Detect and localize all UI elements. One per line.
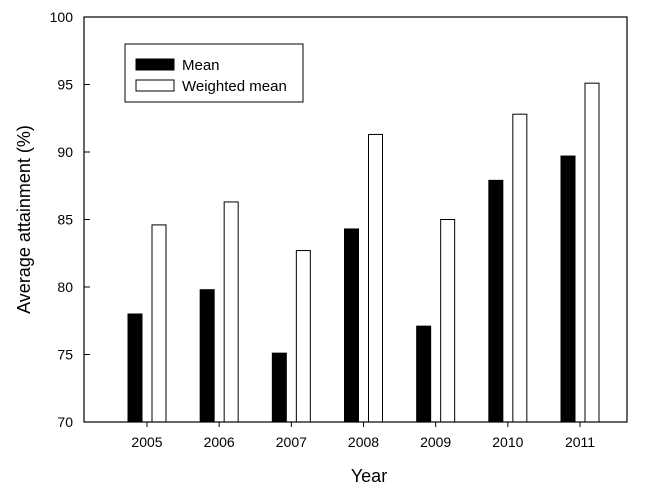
x-tick-label-2011: 2011 (565, 434, 595, 450)
bar-weighted-mean-2011 (584, 82, 600, 423)
legend-swatch-mean (135, 58, 175, 71)
x-tick-label-2010: 2010 (492, 434, 523, 450)
legend: Mean Weighted mean (124, 43, 304, 103)
x-ticks: 2005 2006 2007 2008 2009 2010 2011 (131, 422, 595, 450)
x-tick-label-2006: 2006 (204, 434, 235, 450)
y-tick-label-85: 85 (57, 212, 73, 228)
x-tick-label-2009: 2009 (420, 434, 451, 450)
bar-mean-2009 (416, 325, 432, 423)
y-axis-title: Average attainment (%) (14, 125, 34, 314)
x-tick-label-2005: 2005 (131, 434, 162, 450)
bar-weighted-mean-2006 (223, 201, 239, 423)
y-tick-label-90: 90 (57, 144, 73, 160)
bar-mean-2011 (560, 155, 576, 423)
bar-weighted-mean-2008 (368, 133, 383, 423)
x-axis-title: Year (351, 466, 387, 486)
bar-mean-2010 (488, 179, 504, 423)
x-tick-label-2007: 2007 (276, 434, 307, 450)
legend-label-mean: Mean (182, 57, 220, 74)
x-tick-label-2008: 2008 (348, 434, 379, 450)
y-tick-label-70: 70 (57, 414, 73, 430)
y-ticks: 70 75 80 85 90 95 100 (50, 9, 90, 430)
bar-mean-2005 (127, 313, 143, 423)
legend-swatch-weighted-mean (135, 79, 175, 92)
bar-weighted-mean-2007 (295, 250, 311, 423)
y-tick-label-95: 95 (57, 77, 73, 93)
y-tick-label-80: 80 (57, 279, 73, 295)
bar-weighted-mean-2010 (512, 113, 528, 423)
bar-weighted-mean-2009 (440, 219, 456, 423)
legend-box (124, 43, 304, 103)
bar-weighted-mean-2005 (151, 224, 167, 423)
bar-mean-2007 (271, 352, 287, 423)
bars-layer (127, 82, 600, 423)
y-tick-label-75: 75 (57, 347, 73, 363)
bar-mean-2006 (199, 289, 215, 423)
legend-label-weighted-mean: Weighted mean (182, 78, 287, 95)
y-tick-label-100: 100 (50, 9, 74, 25)
bar-mean-2008 (344, 228, 359, 423)
